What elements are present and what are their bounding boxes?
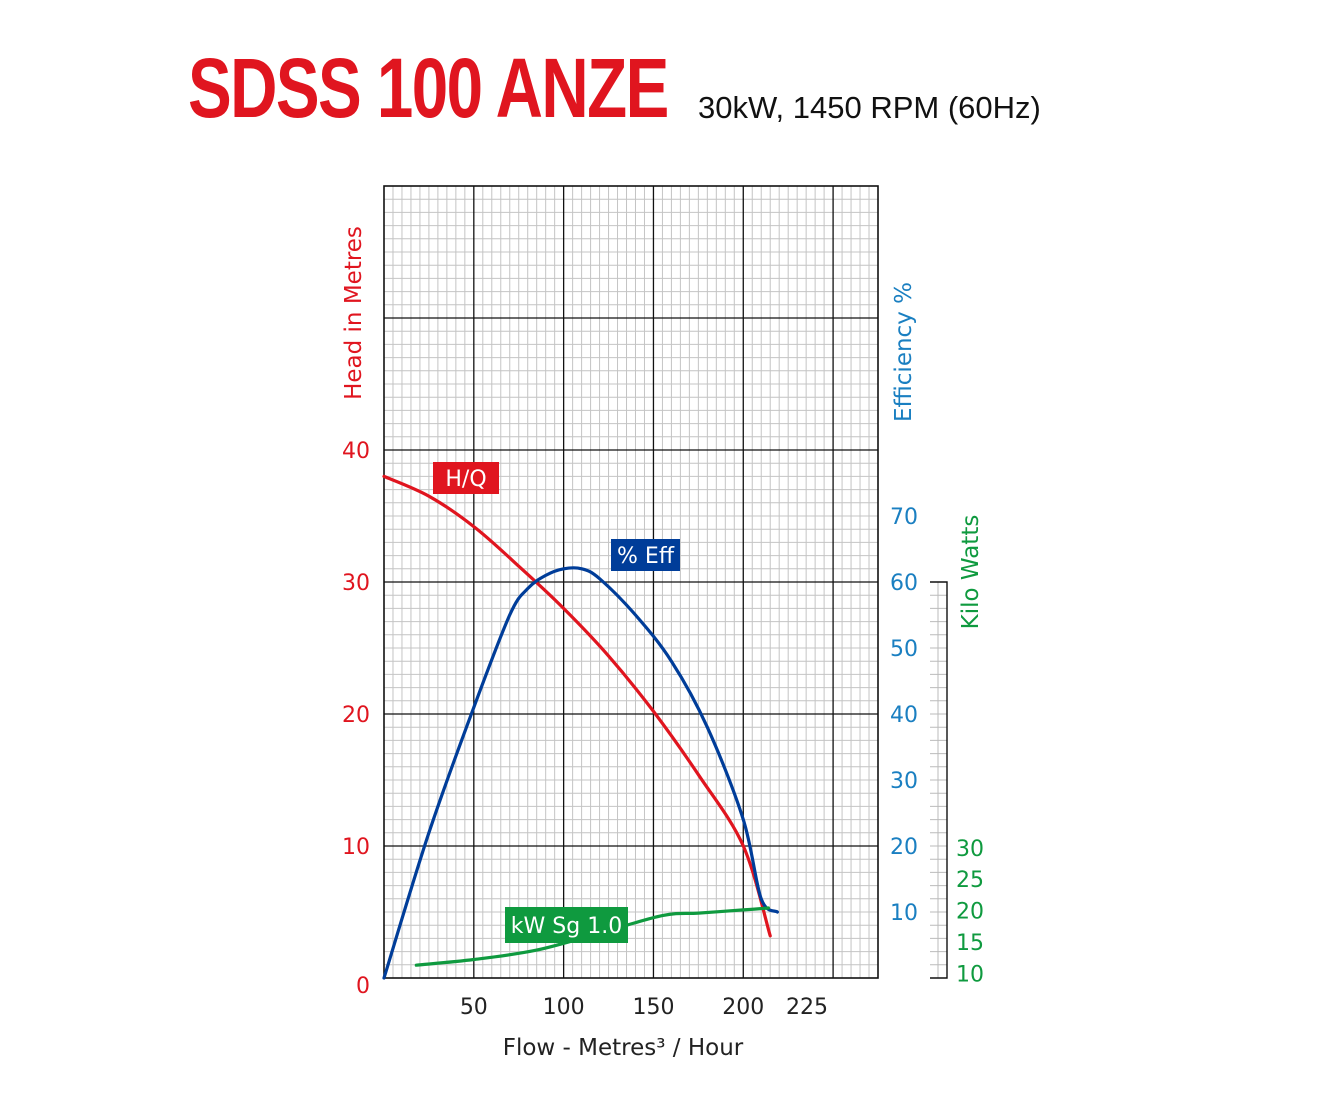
- x-tick-label: 200: [722, 995, 764, 1020]
- head-tick-label: 20: [342, 703, 370, 728]
- kw-tick-label: 15: [956, 931, 984, 956]
- efficiency-curve-tag: % Eff: [617, 544, 675, 569]
- kw-strip-border: [930, 581, 948, 979]
- page-subtitle: 30kW, 1450 RPM (60Hz): [698, 90, 1041, 125]
- efficiency-tick-label: 30: [890, 769, 918, 794]
- kw-tick-label: 10: [956, 962, 984, 987]
- efficiency-tick-label: 60: [890, 571, 918, 596]
- hq-curve-tag-bg: [433, 462, 499, 494]
- kw-tick-label: 30: [956, 837, 984, 862]
- hq-curve: [382, 474, 772, 938]
- x-axis-title: Flow - Metres³ / Hour: [503, 1035, 744, 1061]
- head-tick-label: 10: [342, 835, 370, 860]
- efficiency-tick-label: 50: [890, 637, 918, 662]
- plot-border: [383, 185, 879, 979]
- kw-tick-label: 20: [956, 900, 984, 925]
- x-tick-label: 225: [786, 995, 828, 1020]
- efficiency-axis-title: Efficiency %: [891, 282, 917, 422]
- efficiency-curve-tag-bg: [611, 539, 680, 571]
- head-tick-label: 0: [356, 974, 370, 999]
- efficiency-tick-label: 10: [890, 901, 918, 926]
- efficiency-tick-label: 70: [890, 505, 918, 530]
- kw-curve: [414, 906, 770, 967]
- chart-grid: [383, 185, 879, 979]
- hq-curve-tag: H/Q: [445, 467, 486, 492]
- head-axis-title: Head in Metres: [341, 226, 367, 400]
- kw-axis-title: Kilo Watts: [958, 515, 984, 630]
- kw-curve-tag: kW Sg 1.0: [511, 914, 622, 939]
- kw-tick-label: 25: [956, 868, 984, 893]
- head-tick-label: 30: [342, 571, 370, 596]
- efficiency-tick-label: 40: [890, 703, 918, 728]
- page-title: SDSS 100 ANZE: [188, 41, 669, 135]
- chart-curves: [382, 474, 779, 980]
- efficiency-curve: [382, 566, 779, 980]
- x-tick-label: 100: [543, 995, 585, 1020]
- kw-axis-strip: [930, 581, 948, 979]
- chart-labels: H/Q % Eff kW Sg 1.0 0 10 20 30 40 10 20 30 40 50 60 70…: [341, 226, 984, 1061]
- kw-curve-tag-bg: [505, 907, 628, 943]
- efficiency-tick-label: 20: [890, 835, 918, 860]
- x-tick-label: 50: [460, 995, 488, 1020]
- head-tick-label: 40: [342, 439, 370, 464]
- x-tick-label: 150: [632, 995, 674, 1020]
